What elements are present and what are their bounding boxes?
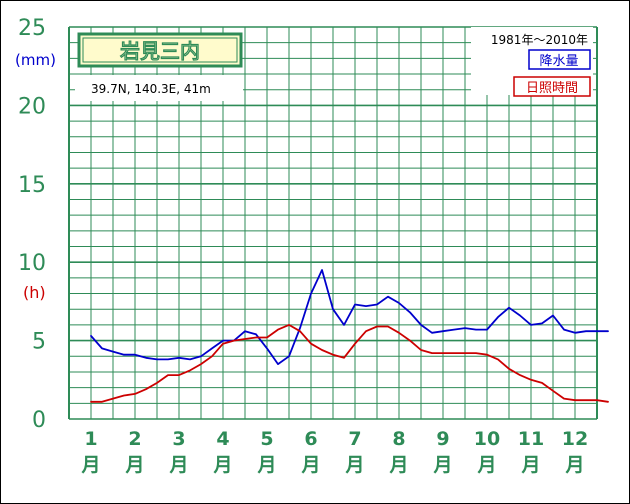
- station-coordinates: 39.7N, 140.3E, 41m: [91, 82, 211, 96]
- month-suffix-label: 月: [168, 454, 188, 476]
- y-tick-label: 10: [18, 251, 46, 276]
- month-number-label: 3: [172, 428, 185, 450]
- y-tick-label: 0: [32, 408, 46, 433]
- month-number-label: 7: [348, 428, 361, 450]
- month-number-label: 6: [304, 428, 317, 450]
- month-number-label: 11: [518, 428, 544, 450]
- period-label: 1981年〜2010年: [491, 33, 588, 47]
- legend-sunshine-label: 日照時間: [526, 81, 578, 96]
- month-number-label: 4: [216, 428, 229, 450]
- month-suffix-label: 月: [564, 454, 584, 476]
- month-suffix-label: 月: [124, 454, 144, 476]
- month-suffix-label: 月: [212, 454, 232, 476]
- y-tick-labels: 25 20 15 10 5 0: [18, 16, 46, 433]
- month-suffix-label: 月: [344, 454, 364, 476]
- precipitation-line: [90, 269, 609, 366]
- y-tick-label: 20: [18, 94, 46, 119]
- month-labels: 1 月 2 月 3 月 4 月 5 月 6 月 7 月 8 月 9 月 10 月 11 月 12 月: [80, 428, 588, 476]
- month-suffix-label: 月: [388, 454, 408, 476]
- legend-precip-box: [528, 49, 591, 70]
- month-number-label: 2: [128, 428, 141, 450]
- month-number-label: 8: [392, 428, 405, 450]
- month-suffix-label: 月: [476, 454, 496, 476]
- legend-precip-label: 降水量: [539, 54, 578, 69]
- month-suffix-label: 月: [256, 454, 276, 476]
- sunshine-line: [90, 323, 609, 403]
- legend-sunshine-box: [513, 76, 591, 97]
- month-suffix-label: 月: [300, 454, 320, 476]
- y-tick-label: 5: [32, 330, 46, 355]
- y-unit-left: (mm): [15, 51, 56, 69]
- month-number-label: 1: [84, 428, 97, 450]
- month-number-label: 10: [474, 428, 500, 450]
- y-tick-label: 15: [18, 173, 46, 198]
- month-number-label: 12: [562, 428, 588, 450]
- subtitle-box: [75, 75, 243, 101]
- y-tick-label: 25: [18, 16, 46, 41]
- title-box: [77, 32, 243, 68]
- title-box-inner: [82, 37, 238, 63]
- month-suffix-label: 月: [80, 454, 100, 476]
- month-suffix-label: 月: [432, 454, 452, 476]
- station-title: 岩見三内: [120, 39, 200, 63]
- month-number-label: 5: [260, 428, 273, 450]
- y-unit-right: (h): [23, 283, 46, 302]
- series-lines: [90, 269, 609, 403]
- month-suffix-label: 月: [520, 454, 540, 476]
- month-number-label: 9: [436, 428, 449, 450]
